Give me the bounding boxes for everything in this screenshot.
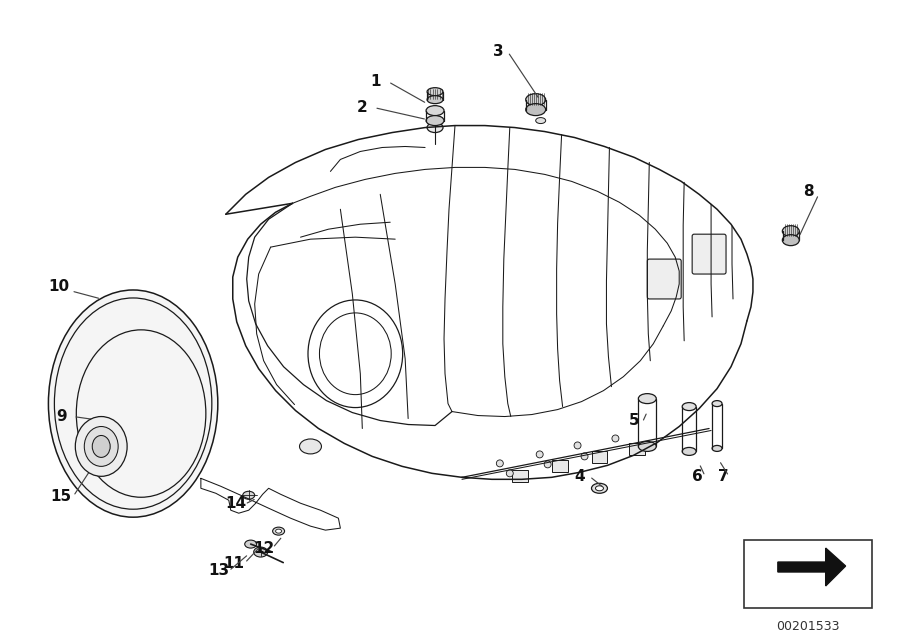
Ellipse shape — [712, 445, 722, 452]
Ellipse shape — [428, 123, 443, 132]
Ellipse shape — [682, 448, 696, 455]
Text: 10: 10 — [49, 279, 70, 294]
Ellipse shape — [300, 439, 321, 454]
Ellipse shape — [49, 290, 218, 517]
Circle shape — [581, 453, 588, 460]
Bar — [744, 540, 871, 608]
FancyBboxPatch shape — [552, 460, 568, 473]
Ellipse shape — [243, 491, 255, 499]
Text: 7: 7 — [717, 469, 728, 484]
Ellipse shape — [682, 403, 696, 411]
Ellipse shape — [428, 88, 443, 95]
Ellipse shape — [245, 540, 256, 548]
Circle shape — [544, 461, 551, 468]
FancyBboxPatch shape — [692, 234, 726, 274]
Ellipse shape — [254, 547, 267, 557]
Ellipse shape — [782, 235, 799, 245]
FancyBboxPatch shape — [591, 452, 608, 464]
Ellipse shape — [638, 441, 656, 452]
Ellipse shape — [93, 436, 110, 457]
Text: 13: 13 — [208, 563, 230, 579]
Text: 11: 11 — [223, 555, 244, 570]
Circle shape — [574, 442, 581, 449]
Text: 1: 1 — [370, 74, 381, 89]
Text: 12: 12 — [253, 541, 274, 556]
Text: 3: 3 — [492, 45, 503, 59]
Text: 9: 9 — [56, 409, 67, 424]
Ellipse shape — [712, 401, 722, 406]
Ellipse shape — [426, 116, 444, 125]
FancyBboxPatch shape — [629, 443, 645, 455]
Circle shape — [536, 451, 544, 458]
Text: 4: 4 — [574, 469, 585, 484]
Ellipse shape — [526, 93, 545, 106]
Ellipse shape — [591, 483, 608, 494]
Circle shape — [496, 460, 503, 467]
Text: 6: 6 — [692, 469, 703, 484]
Ellipse shape — [596, 486, 604, 491]
Polygon shape — [778, 548, 846, 586]
FancyBboxPatch shape — [512, 471, 527, 482]
Circle shape — [507, 470, 513, 477]
Text: 2: 2 — [357, 100, 368, 115]
Ellipse shape — [273, 527, 284, 535]
Ellipse shape — [526, 104, 545, 116]
Text: 14: 14 — [225, 495, 247, 511]
Ellipse shape — [536, 118, 545, 123]
Ellipse shape — [428, 95, 443, 104]
Circle shape — [612, 435, 619, 442]
Ellipse shape — [76, 417, 127, 476]
Ellipse shape — [85, 427, 118, 466]
Ellipse shape — [782, 226, 799, 237]
Ellipse shape — [426, 106, 444, 116]
Text: 15: 15 — [50, 488, 72, 504]
Text: 8: 8 — [804, 184, 814, 199]
Text: 00201533: 00201533 — [776, 620, 840, 633]
FancyBboxPatch shape — [647, 259, 681, 299]
Ellipse shape — [638, 394, 656, 404]
Ellipse shape — [275, 529, 282, 533]
Text: 5: 5 — [629, 413, 640, 428]
